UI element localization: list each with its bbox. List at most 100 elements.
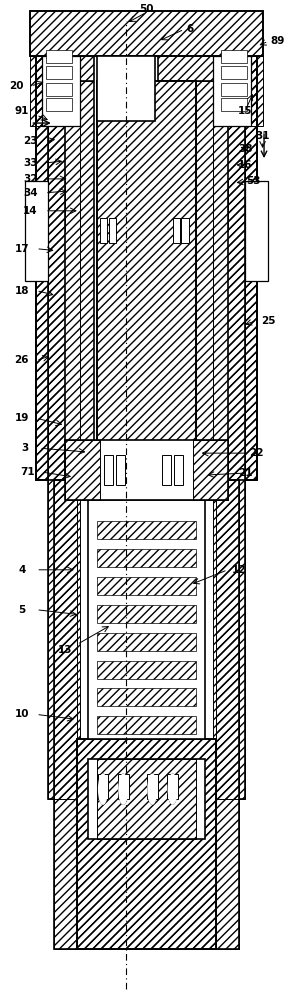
Text: 34: 34	[23, 188, 38, 198]
Bar	[221, 83, 247, 96]
Bar	[54, 480, 239, 949]
Bar	[216, 480, 239, 949]
Bar	[116, 455, 125, 485]
Bar	[97, 716, 196, 734]
Bar	[36, 26, 257, 480]
Text: 21: 21	[238, 468, 253, 478]
Bar	[42, 16, 251, 46]
Text: 32: 32	[23, 174, 38, 184]
Bar	[181, 218, 189, 243]
Bar	[97, 577, 196, 595]
Bar	[147, 774, 158, 799]
Bar	[97, 661, 196, 679]
Bar	[97, 521, 196, 539]
Bar	[54, 480, 77, 949]
Bar	[80, 81, 97, 480]
Text: 71: 71	[20, 467, 35, 477]
Circle shape	[119, 774, 128, 804]
Text: 20: 20	[9, 81, 23, 91]
Bar	[97, 81, 196, 480]
Bar	[213, 81, 245, 799]
Bar	[109, 218, 116, 243]
Circle shape	[148, 774, 157, 804]
Bar	[245, 181, 268, 281]
Text: 22: 22	[250, 448, 264, 458]
Text: 5: 5	[18, 605, 25, 615]
Bar	[46, 66, 72, 79]
Text: 6: 6	[186, 24, 194, 34]
Bar	[100, 218, 107, 243]
Text: 38: 38	[238, 144, 253, 154]
Bar	[167, 774, 178, 799]
Text: 13: 13	[58, 645, 72, 655]
Text: 25: 25	[261, 316, 276, 326]
Bar	[97, 549, 196, 567]
Bar	[97, 56, 155, 121]
Bar	[104, 455, 113, 485]
Bar	[221, 98, 247, 111]
Bar	[221, 66, 247, 79]
Bar	[77, 739, 216, 949]
Text: 91: 91	[15, 106, 29, 116]
Bar	[97, 759, 196, 839]
Text: 23: 23	[23, 136, 38, 146]
Bar	[98, 774, 108, 799]
Bar	[88, 759, 205, 839]
Text: 10: 10	[14, 709, 29, 719]
Bar	[94, 51, 158, 480]
Text: 53: 53	[247, 176, 261, 186]
Bar	[251, 56, 263, 126]
Text: 31: 31	[255, 131, 270, 141]
Bar	[46, 98, 72, 111]
Text: 3: 3	[21, 443, 28, 453]
Bar	[228, 46, 257, 480]
Bar	[174, 455, 183, 485]
Text: 4: 4	[18, 565, 25, 575]
Bar	[25, 181, 48, 281]
Circle shape	[119, 774, 128, 804]
Text: 26: 26	[14, 355, 29, 365]
Bar	[97, 633, 196, 651]
Bar	[46, 50, 72, 63]
Bar	[48, 81, 245, 799]
Bar	[196, 81, 213, 480]
Bar	[97, 81, 196, 480]
Bar	[65, 440, 100, 500]
Bar	[65, 440, 228, 500]
Bar	[77, 739, 216, 949]
Bar	[118, 774, 129, 799]
Bar	[36, 46, 65, 480]
Text: 89: 89	[270, 36, 284, 46]
Text: 18: 18	[14, 286, 29, 296]
Bar	[193, 440, 228, 500]
Circle shape	[99, 774, 107, 804]
Bar	[30, 11, 263, 56]
Text: 17: 17	[14, 244, 29, 254]
Bar	[97, 605, 196, 623]
Bar	[221, 50, 247, 63]
Text: 19: 19	[15, 413, 29, 423]
Bar	[36, 26, 257, 480]
Text: 15: 15	[238, 106, 253, 116]
Circle shape	[99, 774, 107, 804]
Bar	[30, 56, 42, 126]
Text: 12: 12	[232, 565, 247, 575]
Text: 14: 14	[23, 206, 38, 216]
Bar	[42, 16, 251, 46]
Bar	[162, 455, 171, 485]
Bar	[46, 83, 72, 96]
Bar	[30, 11, 263, 56]
Bar	[213, 56, 251, 126]
Text: 33: 33	[23, 158, 38, 168]
Text: 16: 16	[238, 160, 253, 170]
Circle shape	[168, 774, 177, 804]
Bar	[97, 688, 196, 706]
Bar	[173, 218, 180, 243]
Bar	[48, 81, 80, 799]
Circle shape	[148, 774, 157, 804]
Circle shape	[168, 774, 177, 804]
Bar	[42, 56, 80, 126]
Bar	[77, 739, 216, 949]
Bar	[88, 500, 205, 739]
Text: 50: 50	[139, 4, 154, 14]
